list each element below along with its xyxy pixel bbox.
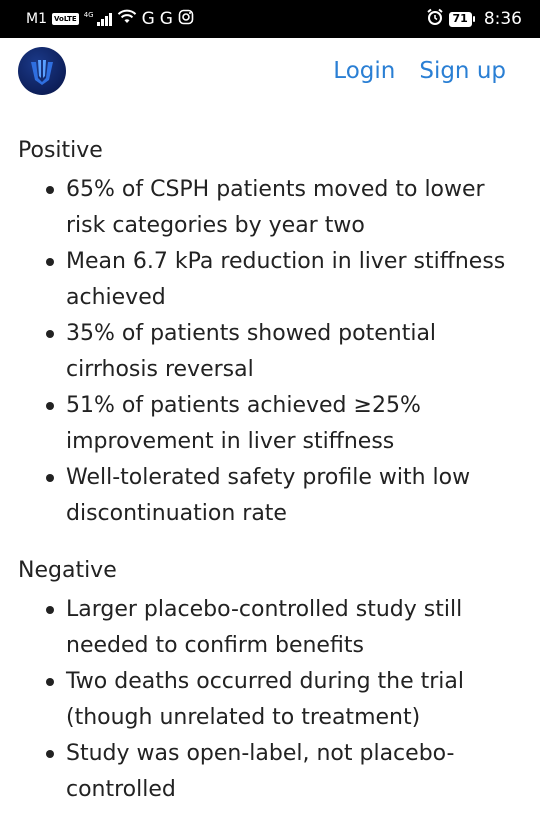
google-app-icon: G: [159, 9, 173, 29]
status-right: 71 8:36: [426, 8, 522, 30]
positive-list: 65% of CSPH patients moved to lower risk…: [0, 172, 540, 532]
clock: 8:36: [483, 9, 522, 29]
auth-links: Login Sign up: [333, 58, 506, 84]
login-link[interactable]: Login: [333, 58, 396, 84]
list-item: Well-tolerated safety profile with low d…: [44, 460, 516, 532]
signup-link[interactable]: Sign up: [419, 58, 506, 84]
list-item: Two deaths occurred during the trial (th…: [44, 664, 516, 736]
positive-section: Positive 65% of CSPH patients moved to l…: [0, 136, 540, 532]
battery-icon: 71: [448, 11, 475, 27]
wifi-icon: [117, 9, 137, 29]
site-header: Login Sign up: [0, 38, 540, 104]
section-title: Negative: [18, 558, 117, 583]
list-item: Mean 6.7 kPa reduction in liver stiffnes…: [44, 244, 516, 316]
status-left: M1 VoLTE 4G G G: [26, 9, 194, 29]
carrier-label: M1: [26, 11, 47, 27]
logo-icon[interactable]: [18, 47, 66, 95]
signal-icon: [96, 12, 112, 26]
list-item: 35% of patients showed potential cirrhos…: [44, 316, 516, 388]
list-item: Larger placebo-controlled study still ne…: [44, 592, 516, 664]
section-title: Positive: [18, 138, 103, 163]
alarm-icon: [426, 8, 444, 30]
negative-list: Larger placebo-controlled study still ne…: [0, 592, 540, 808]
negative-section: Negative Larger placebo-controlled study…: [0, 556, 540, 808]
main-content: Positive 65% of CSPH patients moved to l…: [0, 136, 540, 824]
instagram-icon: [178, 9, 194, 29]
list-item: 65% of CSPH patients moved to lower risk…: [44, 172, 516, 244]
list-item: 51% of patients achieved ≥25% improvemen…: [44, 388, 516, 460]
battery-level: 71: [448, 11, 472, 27]
google-app-icon: G: [141, 9, 155, 29]
network-type: 4G: [83, 10, 94, 19]
list-item: Study was open-label, not placebo-contro…: [44, 736, 516, 808]
volte-icon: VoLTE: [52, 13, 79, 25]
status-bar: M1 VoLTE 4G G G: [0, 0, 540, 38]
